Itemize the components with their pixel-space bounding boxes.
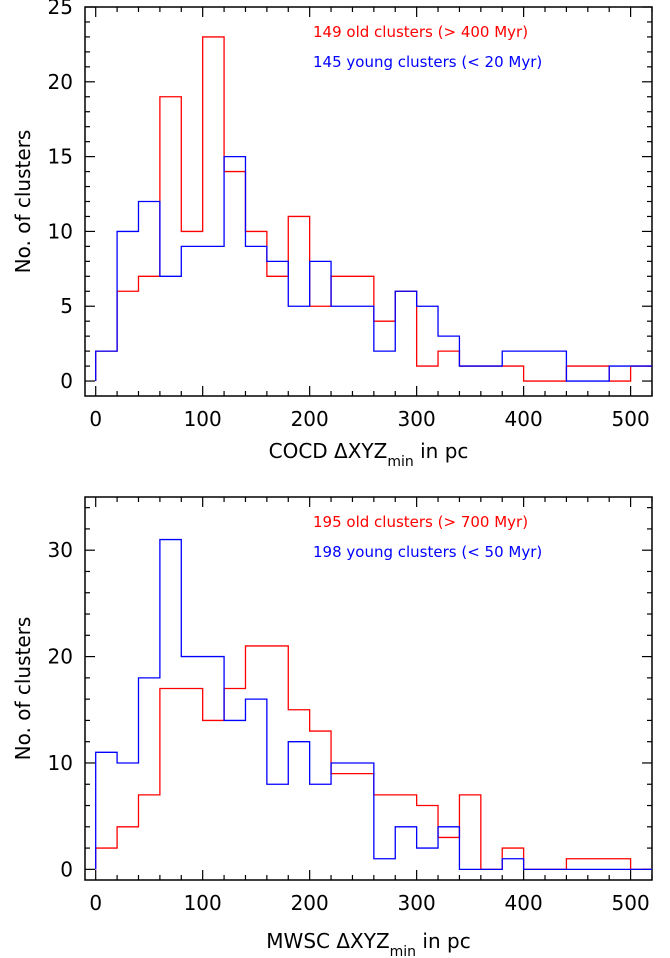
x-axis-title: MWSC ΔXYZmin in pc bbox=[266, 929, 470, 958]
x-tick-label: 300 bbox=[398, 407, 436, 431]
x-tick-label: 400 bbox=[505, 407, 543, 431]
legend-old-clusters: 149 old clusters (> 400 Myr) bbox=[313, 23, 528, 41]
legend-old-clusters: 195 old clusters (> 700 Myr) bbox=[313, 513, 528, 531]
x-tick-label: 500 bbox=[612, 891, 650, 915]
x-axis-title-prefix: MWSC ΔXYZ bbox=[266, 929, 389, 953]
x-axis-title: COCD ΔXYZmin in pc bbox=[269, 439, 469, 470]
legend-young-clusters: 145 young clusters (< 20 Myr) bbox=[313, 53, 542, 71]
y-axis-title: No. of clusters bbox=[11, 130, 35, 274]
x-tick-label: 0 bbox=[89, 407, 102, 431]
plot-frame bbox=[84, 496, 653, 881]
x-tick-label: 500 bbox=[612, 407, 650, 431]
y-tick-label: 30 bbox=[48, 538, 73, 562]
x-tick-label: 100 bbox=[184, 407, 222, 431]
y-axis-title: No. of clusters bbox=[11, 617, 35, 761]
x-axis-title-suffix: in pc bbox=[416, 929, 471, 953]
y-tick-label: 0 bbox=[60, 369, 73, 393]
y-tick-label: 10 bbox=[48, 219, 73, 243]
y-tick-label: 20 bbox=[48, 645, 73, 669]
y-tick-label: 10 bbox=[48, 751, 73, 775]
x-tick-label: 400 bbox=[505, 891, 543, 915]
young-clusters-histogram bbox=[95, 155, 652, 382]
x-axis-title-suffix: in pc bbox=[414, 439, 469, 463]
legend-young-clusters: 198 young clusters (< 50 Myr) bbox=[313, 543, 542, 561]
x-tick-label: 300 bbox=[398, 891, 436, 915]
x-tick-label: 200 bbox=[291, 891, 329, 915]
top-histogram-panel: 0 100 200 300 400 500 0 5 10 15 20 25 No. of cluster… bbox=[11, 0, 653, 470]
x-tick-label: 100 bbox=[184, 891, 222, 915]
old-clusters-histogram bbox=[95, 36, 652, 382]
y-tick-label: 5 bbox=[60, 294, 73, 318]
y-tick-label: 20 bbox=[48, 70, 73, 94]
y-tick-label: 15 bbox=[48, 145, 73, 169]
x-axis-title-prefix: COCD ΔXYZ bbox=[269, 439, 388, 463]
young-clusters-histogram bbox=[95, 538, 652, 871]
x-tick-label: 200 bbox=[291, 407, 329, 431]
y-tick-label: 0 bbox=[60, 857, 73, 881]
x-tick-label: 0 bbox=[89, 891, 102, 915]
x-axis-title-subscript: min bbox=[387, 454, 413, 470]
bottom-histogram-panel: 0 100 200 300 400 500 0 10 20 30 No. of clusters MW… bbox=[11, 496, 653, 958]
x-axis-title-subscript: min bbox=[390, 944, 416, 958]
y-tick-label: 25 bbox=[48, 0, 73, 19]
